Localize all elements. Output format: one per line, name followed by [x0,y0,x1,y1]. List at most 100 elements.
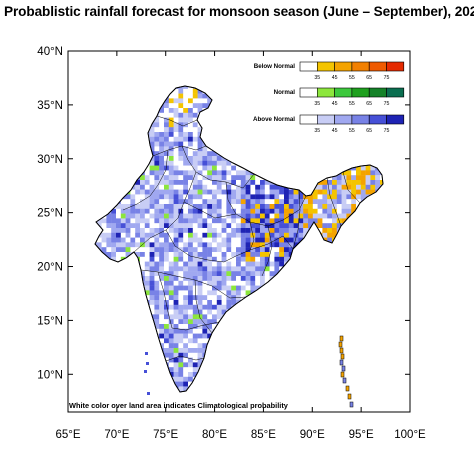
raster-cell [192,122,198,128]
raster-cell [159,180,165,185]
raster-cell [149,252,155,257]
raster-cell [202,189,208,195]
raster-cell [207,276,213,281]
raster-cell [351,204,357,209]
raster-cell [183,98,189,104]
raster-cell [159,223,165,229]
raster-cell [135,247,141,253]
raster-cell [183,199,189,205]
raster-cell [164,333,169,339]
raster-cell [226,237,232,243]
raster-cell [236,175,241,181]
legend-swatch [299,61,318,72]
raster-cell [140,261,145,267]
raster-cell [260,199,265,205]
raster-cell [260,213,265,219]
raster-cell [269,213,275,219]
raster-cell [274,189,280,195]
raster-cell [207,170,213,176]
raster-cell [226,252,232,257]
raster-cell [245,170,251,176]
raster-cell [188,362,193,368]
raster-cell [192,136,198,142]
raster-cell [149,141,155,147]
raster-cell [351,184,357,190]
raster-cell [188,357,193,363]
raster-cell [288,218,294,224]
raster-cell [260,242,265,248]
raster-cell [149,175,155,181]
raster-cell [178,117,184,123]
raster-cell [183,348,189,353]
raster-cell [226,304,232,310]
raster-cell [173,304,179,310]
raster-cell [188,304,193,310]
raster-cell [188,136,193,142]
raster-cell [327,223,333,229]
raster-cell [255,204,261,209]
raster-cell [216,252,222,257]
legend-swatch [351,61,370,72]
raster-cell [173,204,179,209]
raster-cell [202,151,208,157]
island-cell [339,335,344,342]
raster-cell [144,252,150,257]
raster-cell [332,204,337,209]
raster-cell [130,223,136,229]
raster-cell [322,180,328,185]
raster-cell [197,333,203,339]
raster-cell [231,218,237,224]
raster-cell [226,285,232,291]
raster-cell [231,184,237,190]
raster-cell [245,261,251,267]
raster-cell [255,175,261,181]
island-cell [341,365,346,372]
raster-cell [173,146,179,152]
raster-cell [250,218,256,224]
raster-cell [140,252,145,257]
raster-cell [202,295,208,301]
raster-cell [183,218,189,224]
raster-cell [293,189,299,195]
raster-cell [216,180,222,185]
raster-cell [159,237,165,243]
raster-cell [288,208,294,214]
raster-cell [168,136,174,142]
raster-cell [341,175,347,181]
raster-cell [144,271,150,277]
raster-cell [202,290,208,296]
raster-cell [250,184,256,190]
raster-cell [274,208,280,214]
raster-cell [207,213,213,219]
raster-cell [274,237,280,243]
raster-cell [183,338,189,344]
raster-cell [192,112,198,118]
raster-cell [236,170,241,176]
raster-cell [293,213,299,219]
raster-cell [202,247,208,253]
raster-cell [164,314,169,320]
raster-cell [202,103,208,109]
raster-cell [197,180,203,185]
raster-cell [144,213,150,219]
raster-cell [303,208,309,214]
raster-cell [183,300,189,305]
raster-cell [308,213,313,219]
legend-tick: 45 [332,75,338,81]
raster-cell [250,180,256,185]
raster-cell [183,132,189,137]
island-cell [146,362,149,365]
raster-cell [149,160,155,166]
raster-cell [144,184,150,190]
raster-cell [173,228,179,233]
raster-cell [120,199,126,205]
raster-cell [332,232,337,238]
raster-cell [116,252,121,257]
raster-cell [216,300,222,305]
raster-cell [173,290,179,296]
lon-tick-label: 75°E [153,429,178,441]
raster-cell [178,204,184,209]
raster-cell [178,208,184,214]
raster-cell [178,165,184,171]
raster-cell [149,223,155,229]
